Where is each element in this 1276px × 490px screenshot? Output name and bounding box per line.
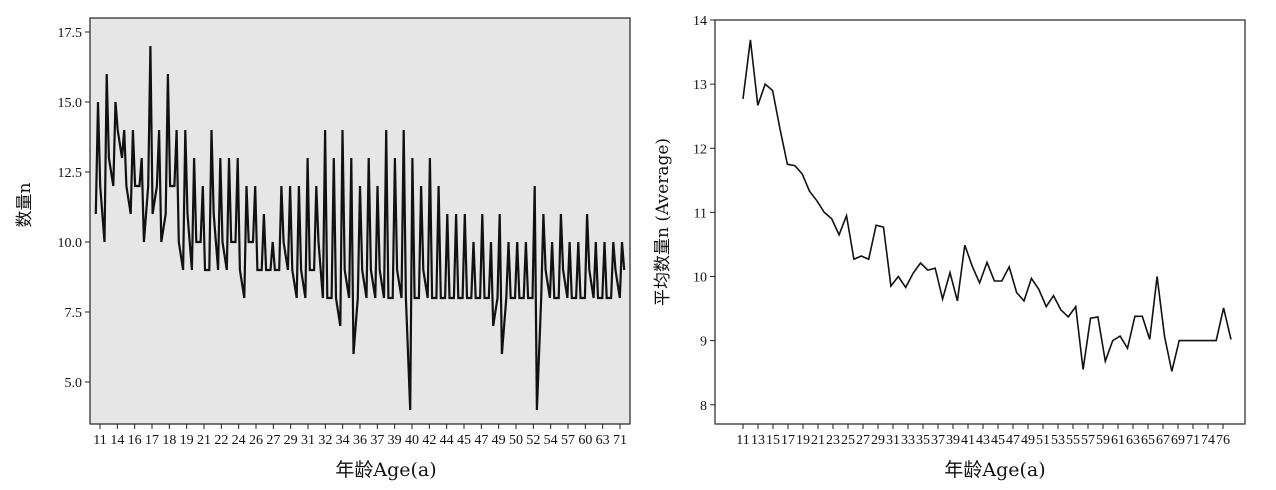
right-x-axis-title: 年龄Age(a) bbox=[944, 459, 1045, 481]
left-chart: 5.0 7.5 10.0 12.5 15.0 17.5 11 14 16 17 18 19 21 22 2… bbox=[15, 17, 631, 481]
x-tick-label: 14 bbox=[110, 433, 124, 448]
x-tick-label: 19 bbox=[180, 433, 194, 448]
y-tick-label: 13 bbox=[693, 78, 707, 93]
x-tick-label: 25 bbox=[841, 433, 855, 448]
x-tick-label: 37 bbox=[931, 433, 945, 448]
y-tick-label: 5.0 bbox=[65, 376, 83, 391]
y-tick-label: 11 bbox=[694, 206, 707, 221]
x-tick-label: 45 bbox=[991, 433, 1005, 448]
x-tick-label: 17 bbox=[781, 433, 795, 448]
y-tick-label: 9 bbox=[700, 335, 707, 350]
x-tick-label: 22 bbox=[214, 433, 228, 448]
x-tick-label: 36 bbox=[353, 433, 367, 448]
x-tick-label: 60 bbox=[578, 433, 592, 448]
x-tick-label: 52 bbox=[526, 433, 540, 448]
y-tick-label: 8 bbox=[700, 399, 707, 414]
x-tick-label: 11 bbox=[93, 433, 106, 448]
y-tick-label: 17.5 bbox=[58, 26, 83, 41]
y-tick-label: 10.0 bbox=[58, 236, 83, 251]
x-tick-label: 71 bbox=[1186, 433, 1200, 448]
x-tick-label: 34 bbox=[336, 433, 350, 448]
x-tick-label: 40 bbox=[405, 433, 419, 448]
x-tick-label: 32 bbox=[318, 433, 332, 448]
x-tick-label: 21 bbox=[197, 433, 211, 448]
x-tick-label: 11 bbox=[736, 433, 749, 448]
right-x-axis: 11 13 15 17 19 21 23 25 27 29 31 33 35 37 39 41 43 45 47 49… bbox=[736, 424, 1230, 448]
x-tick-label: 13 bbox=[751, 433, 765, 448]
x-tick-label: 51 bbox=[1036, 433, 1050, 448]
x-tick-label: 69 bbox=[1171, 433, 1185, 448]
x-tick-label: 55 bbox=[1066, 433, 1080, 448]
x-tick-label: 76 bbox=[1216, 433, 1230, 448]
x-tick-label: 65 bbox=[1141, 433, 1155, 448]
x-tick-label: 24 bbox=[232, 433, 246, 448]
left-y-axis-title: 数量n bbox=[15, 182, 35, 227]
x-tick-label: 53 bbox=[1051, 433, 1065, 448]
y-tick-label: 12 bbox=[693, 142, 707, 157]
x-tick-label: 63 bbox=[1126, 433, 1140, 448]
right-series-group bbox=[742, 39, 1232, 372]
x-tick-label: 33 bbox=[901, 433, 915, 448]
series-line bbox=[742, 39, 1232, 372]
right-y-axis-title: 平均数量n (Average) bbox=[653, 138, 673, 306]
y-tick-label: 15.0 bbox=[58, 96, 83, 111]
left-y-axis: 5.0 7.5 10.0 12.5 15.0 17.5 bbox=[58, 26, 90, 391]
x-tick-label: 26 bbox=[249, 433, 263, 448]
x-tick-label: 50 bbox=[509, 433, 523, 448]
x-tick-label: 71 bbox=[613, 433, 627, 448]
series-line bbox=[94, 45, 626, 411]
x-tick-label: 27 bbox=[266, 433, 280, 448]
x-tick-label: 21 bbox=[811, 433, 825, 448]
x-tick-label: 74 bbox=[1201, 433, 1215, 448]
x-tick-label: 27 bbox=[856, 433, 870, 448]
x-tick-label: 67 bbox=[1156, 433, 1170, 448]
x-tick-label: 47 bbox=[474, 433, 488, 448]
left-x-axis-title: 年龄Age(a) bbox=[335, 459, 436, 481]
x-tick-label: 54 bbox=[544, 433, 558, 448]
x-tick-label: 57 bbox=[1081, 433, 1095, 448]
x-tick-label: 63 bbox=[596, 433, 610, 448]
x-tick-label: 23 bbox=[826, 433, 840, 448]
y-tick-label: 7.5 bbox=[65, 306, 83, 321]
x-tick-label: 31 bbox=[886, 433, 900, 448]
left-x-axis: 11 14 16 17 18 19 21 22 24 26 27 29 31 32 34 36 37 39 40 42… bbox=[93, 424, 627, 448]
x-tick-label: 41 bbox=[961, 433, 975, 448]
x-tick-label: 59 bbox=[1096, 433, 1110, 448]
x-tick-label: 37 bbox=[370, 433, 384, 448]
x-tick-label: 43 bbox=[976, 433, 990, 448]
x-tick-label: 16 bbox=[128, 433, 142, 448]
x-tick-label: 47 bbox=[1006, 433, 1020, 448]
x-tick-label: 57 bbox=[561, 433, 575, 448]
left-series-group bbox=[94, 45, 626, 411]
x-tick-label: 15 bbox=[766, 433, 780, 448]
y-tick-label: 10 bbox=[693, 271, 707, 286]
x-tick-label: 31 bbox=[301, 433, 315, 448]
x-tick-label: 61 bbox=[1111, 433, 1125, 448]
x-tick-label: 35 bbox=[916, 433, 930, 448]
y-tick-label: 14 bbox=[693, 14, 707, 29]
x-tick-label: 39 bbox=[946, 433, 960, 448]
x-tick-label: 29 bbox=[871, 433, 885, 448]
x-tick-label: 18 bbox=[162, 433, 176, 448]
x-tick-label: 42 bbox=[422, 433, 436, 448]
right-plot-area bbox=[714, 19, 1246, 425]
x-tick-label: 19 bbox=[796, 433, 810, 448]
x-tick-label: 49 bbox=[1021, 433, 1035, 448]
x-tick-label: 17 bbox=[145, 433, 159, 448]
x-tick-label: 39 bbox=[388, 433, 402, 448]
x-tick-label: 45 bbox=[457, 433, 471, 448]
x-tick-label: 29 bbox=[284, 433, 298, 448]
x-tick-label: 49 bbox=[492, 433, 506, 448]
x-tick-label: 44 bbox=[440, 433, 454, 448]
y-tick-label: 12.5 bbox=[58, 166, 83, 181]
right-y-axis: 8 9 10 11 12 13 14 bbox=[693, 14, 715, 414]
